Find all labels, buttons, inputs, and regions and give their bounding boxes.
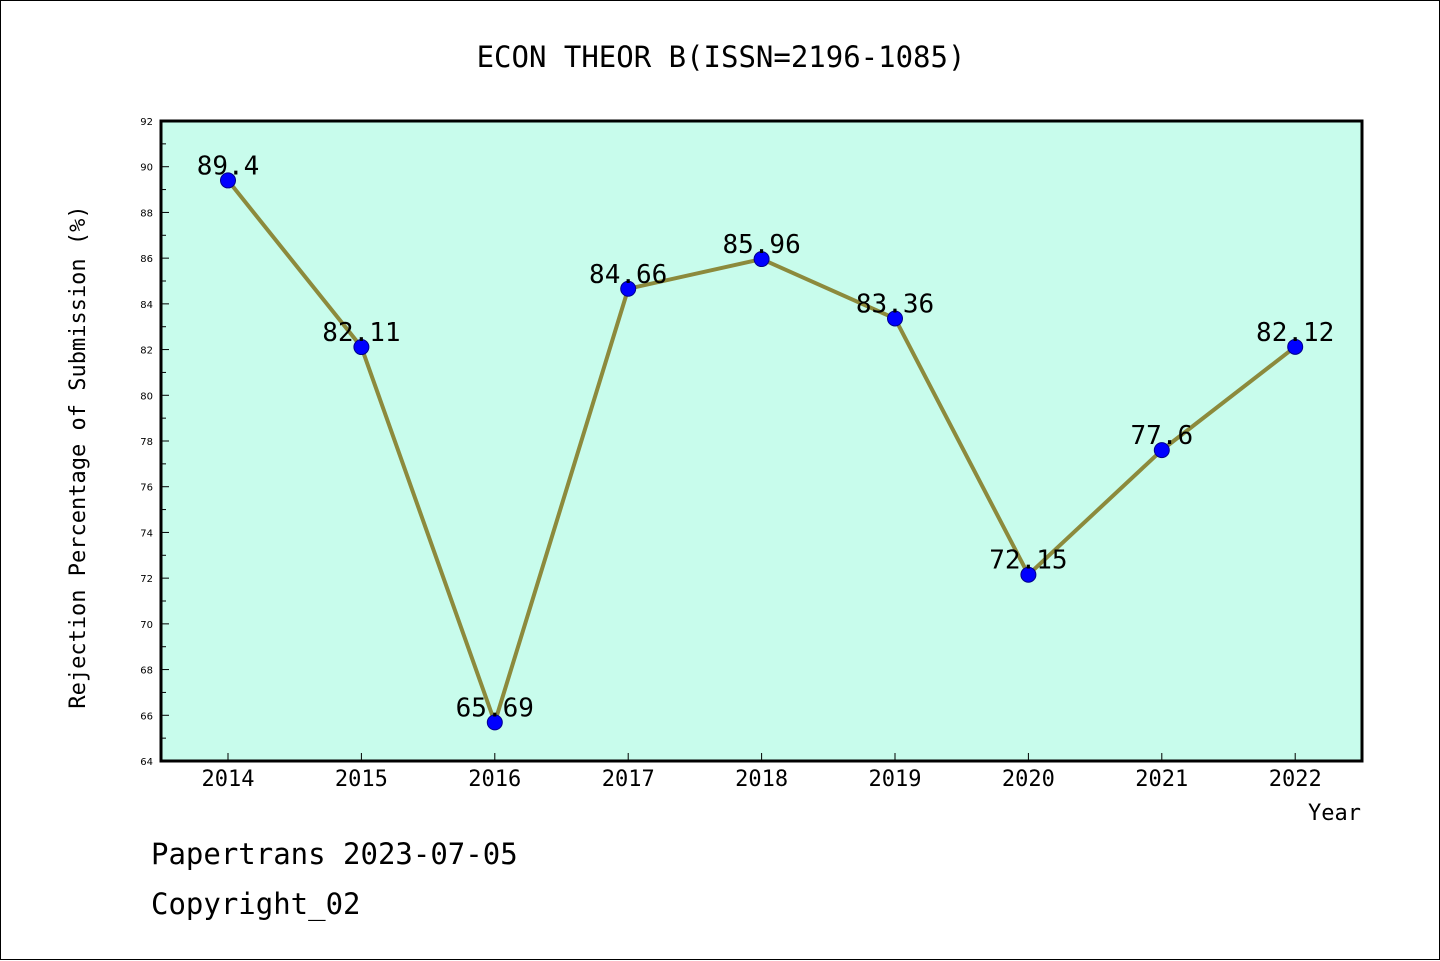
data-label: 85.96	[722, 230, 800, 260]
data-label: 65.69	[456, 693, 534, 723]
data-point	[220, 172, 236, 189]
data-label: 84.66	[589, 260, 667, 290]
y-tick-label: 88	[140, 208, 153, 219]
y-tick-label: 66	[140, 711, 153, 722]
data-labels: 89.4 82.11 65.69 84.66 85.96 83.36 72.15 77.6 82…	[197, 151, 1335, 723]
x-tick-label: 2014	[202, 767, 255, 792]
y-tick-label: 64	[140, 757, 153, 768]
x-axis-label: Year	[1308, 801, 1361, 826]
data-label: 72.15	[989, 546, 1067, 576]
y-tick-label: 92	[140, 117, 153, 128]
x-tick-label: 2022	[1269, 767, 1322, 792]
y-tick-label: 86	[140, 254, 153, 265]
data-label: 83.36	[856, 289, 934, 319]
data-point	[353, 339, 370, 356]
series-layer	[220, 172, 1304, 731]
data-label: 77.6	[1130, 421, 1193, 451]
y-tick-label: 78	[140, 437, 153, 448]
data-point	[753, 251, 770, 268]
footer-date: Papertrans 2023-07-05	[151, 837, 518, 871]
y-tick-label: 68	[140, 666, 153, 677]
data-point	[887, 310, 903, 327]
data-point	[1287, 338, 1304, 355]
y-tick-label: 84	[140, 300, 153, 311]
x-tick-label: 2018	[735, 767, 788, 792]
y-tick-label: 80	[140, 391, 153, 402]
data-point	[620, 280, 637, 297]
x-tick-label: 2017	[602, 767, 655, 792]
plot-area	[161, 121, 1362, 761]
chart-title: ECON THEOR B(ISSN=2196-1085)	[477, 40, 966, 74]
footer-copyright: Copyright_02	[151, 887, 361, 922]
x-axis: 2014 2015 2016 2017 2018 2019 2020 2021 2022	[202, 753, 1322, 792]
data-point	[1153, 442, 1170, 459]
x-tick-label: 2021	[1135, 767, 1188, 792]
y-tick-label: 72	[140, 574, 153, 585]
data-label: 89.4	[197, 151, 260, 181]
x-tick-label: 2020	[1002, 767, 1055, 792]
y-tick-label: 74	[140, 528, 153, 539]
data-point	[1020, 566, 1037, 583]
x-tick-label: 2019	[869, 767, 922, 792]
y-tick-label: 70	[140, 620, 153, 631]
data-label: 82.11	[322, 318, 400, 348]
y-tick-label: 76	[140, 483, 153, 494]
y-tick-label: 82	[140, 346, 153, 357]
y-axis-label: Rejection Percentage of Submission (%)	[66, 205, 91, 708]
data-point	[486, 714, 503, 731]
plot-border	[159, 119, 1364, 763]
y-tick-label: 90	[140, 163, 153, 174]
x-tick-label: 2015	[335, 767, 388, 792]
data-label: 82.12	[1256, 318, 1334, 348]
x-tick-label: 2016	[468, 767, 521, 792]
